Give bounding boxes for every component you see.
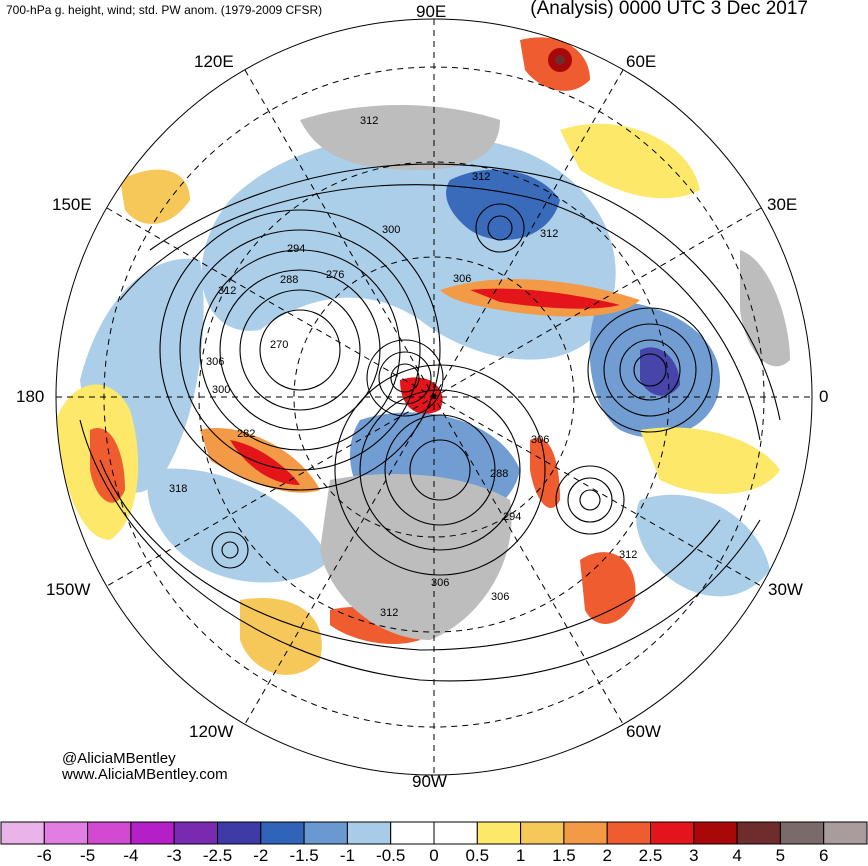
colorbar-tick-label: -4	[123, 846, 139, 865]
svg-text:294: 294	[287, 243, 305, 255]
graticule	[56, 19, 812, 775]
svg-text:300: 300	[382, 224, 400, 236]
colorbar-swatch	[563, 821, 608, 845]
colorbar-tick-label: 2.5	[638, 846, 663, 865]
svg-text:288: 288	[280, 274, 298, 286]
svg-text:306: 306	[453, 273, 471, 285]
svg-text:312: 312	[472, 171, 490, 183]
colorbar	[0, 821, 868, 845]
svg-text:306: 306	[206, 356, 224, 368]
colorbar-tick-label: 5	[775, 846, 786, 865]
colorbar-tick-label: -3	[166, 846, 182, 865]
svg-text:312: 312	[540, 228, 558, 240]
lon-label-60e: 60E	[626, 52, 657, 71]
lon-label-30e: 30E	[767, 195, 798, 214]
colorbar-swatch	[606, 821, 652, 845]
svg-text:294: 294	[503, 511, 521, 523]
colorbar-tick-label: 2	[602, 846, 612, 865]
colorbar-tick-label: -5	[80, 846, 96, 865]
colorbar-tick-label: 3	[689, 846, 699, 865]
lon-label-120e: 120E	[194, 52, 234, 71]
colorbar-tick-label: 0	[429, 846, 439, 865]
height-contours	[79, 163, 781, 682]
lon-label-90w: 90W	[412, 772, 447, 791]
svg-text:288: 288	[490, 468, 508, 480]
credit-website: www.AliciaMBentley.com	[62, 766, 228, 783]
lon-label-120w: 120W	[189, 722, 234, 741]
svg-text:276: 276	[326, 269, 344, 281]
colorbar-tick-label: -0.5	[376, 846, 406, 865]
svg-text:318: 318	[169, 483, 187, 495]
lon-label-90e: 90E	[416, 2, 447, 21]
lon-label-0: 0	[819, 387, 829, 406]
colorbar-swatch	[693, 821, 738, 845]
colorbar-tick-label: -6	[36, 846, 52, 865]
svg-text:312: 312	[360, 115, 378, 127]
colorbar-swatch	[736, 821, 781, 845]
colorbar-swatch	[217, 821, 262, 845]
header-right-title: (Analysis) 0000 UTC 3 Dec 2017	[530, 0, 808, 19]
colorbar-swatch	[823, 821, 868, 845]
colorbar-swatch	[0, 821, 45, 845]
colorbar-swatch	[130, 821, 175, 845]
colorbar-swatch	[260, 821, 305, 845]
colorbar-tick-label: 0.5	[465, 846, 490, 865]
colorbar-swatch	[650, 821, 695, 845]
svg-text:270: 270	[270, 339, 288, 351]
header-left-title: 700-hPa g. height, wind; std. PW anom. (…	[6, 3, 323, 17]
colorbar-swatch	[390, 821, 435, 845]
colorbar-swatch	[303, 821, 348, 845]
colorbar-tick-label: 1.5	[552, 846, 576, 865]
colorbar-swatch	[87, 821, 132, 845]
colorbar-swatch	[476, 821, 522, 845]
positive-pw-anomaly-shading	[56, 37, 780, 675]
lon-label-30w: 30W	[768, 580, 803, 599]
colorbar-tick-label: -2.5	[202, 846, 233, 865]
svg-text:306: 306	[531, 434, 549, 446]
colorbar-tick-label: -1.5	[289, 846, 319, 865]
colorbar-tick-label: 6	[818, 846, 829, 865]
colorbar-swatch	[346, 821, 392, 845]
lon-label-60w: 60W	[626, 722, 661, 741]
lon-label-150w: 150W	[46, 580, 91, 599]
colorbar-tick-label: -2	[253, 846, 269, 865]
svg-text:312: 312	[218, 285, 236, 297]
colorbar-swatch	[779, 821, 825, 845]
svg-text:312: 312	[380, 607, 398, 619]
polar-map: 312 312 300 294 288 276 312 306 312 270 …	[55, 18, 813, 776]
svg-text:306: 306	[491, 591, 509, 603]
svg-text:312: 312	[619, 549, 637, 561]
svg-text:282: 282	[237, 428, 255, 440]
colorbar-swatch	[433, 821, 478, 845]
lon-label-150e: 150E	[52, 195, 92, 214]
map-border	[55, 18, 813, 776]
colorbar-swatch	[520, 821, 565, 845]
colorbar-swatch	[173, 821, 218, 845]
svg-text:300: 300	[212, 384, 230, 396]
masked-terrain	[300, 105, 790, 640]
lon-label-180: 180	[16, 387, 45, 406]
colorbar-tick-label: 4	[732, 846, 742, 865]
colorbar-swatch	[43, 821, 89, 845]
credit-handle: @AliciaMBentley	[62, 750, 176, 767]
colorbar-tick-label: 1	[515, 846, 526, 865]
svg-text:306: 306	[431, 577, 449, 589]
colorbar-tick-label: -1	[339, 846, 355, 865]
contour-value-labels: 312 312 300 294 288 276 312 306 312 270 …	[169, 115, 637, 619]
